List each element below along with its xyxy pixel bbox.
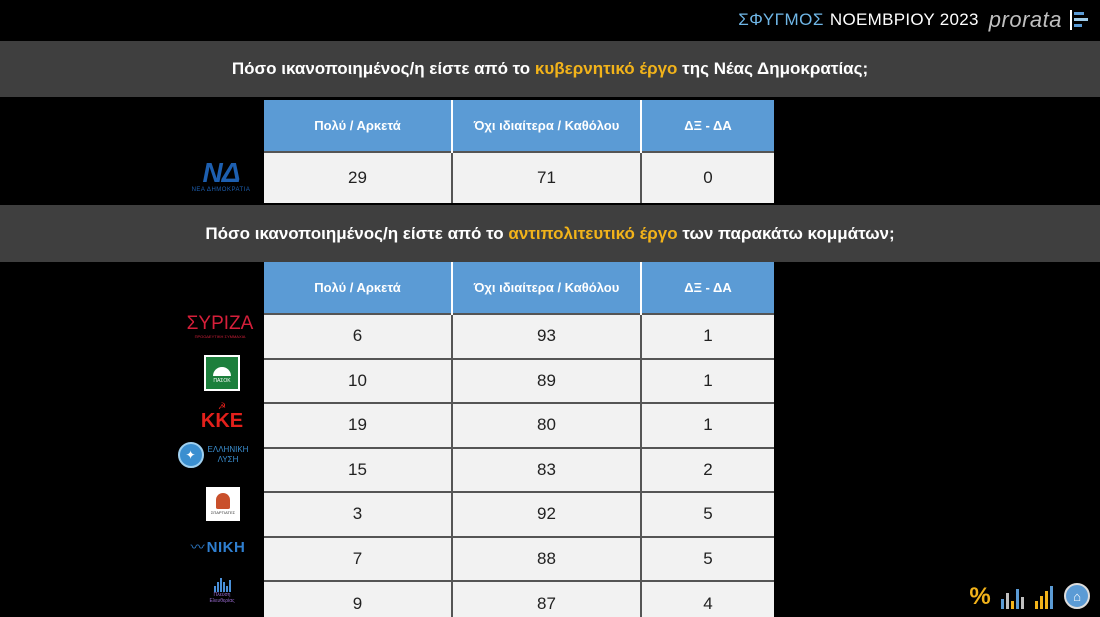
table-cell: 5	[641, 535, 774, 581]
bar-chart-icon	[1000, 583, 1024, 609]
wave-icon: 〰	[190, 539, 205, 555]
elliniki-lysi-logo: ✦ ΕΛΛΗΝΙΚΗ ΛΥΣΗ	[172, 440, 254, 470]
table-cell: 5	[641, 491, 774, 537]
table-row: 29 71 0	[264, 151, 774, 203]
nd-logo: ΝΔ ΝΕΑ ΔΗΜΟΚΡΑΤΙΑ	[191, 157, 251, 194]
table-cell: 1	[641, 402, 774, 448]
opposition-satisfaction-table: Πολύ / Αρκετά Όχι ιδιαίτερα / Καθόλου ΔΞ -…	[264, 262, 774, 617]
hammer-sickle-icon: ☭	[217, 400, 227, 411]
table-cell: 9	[264, 580, 453, 617]
column-header: ΔΞ - ΔΑ	[641, 262, 774, 314]
survey-month: ΝΟΕΜΒΡΙΟΥ 2023	[829, 10, 979, 29]
sun-icon	[213, 366, 231, 376]
table-cell: 0	[641, 151, 774, 203]
table-row: 6 93 1	[264, 313, 774, 359]
table-cell: 93	[452, 313, 642, 359]
table-cell: 88	[452, 535, 642, 581]
table-cell: 29	[264, 151, 453, 203]
table-cell: 19	[264, 402, 453, 448]
government-satisfaction-table: Πολύ / Αρκετά Όχι ιδιαίτερα / Καθόλου ΔΞ -…	[264, 100, 774, 203]
table-cell: 1	[641, 357, 774, 403]
question-highlight: κυβερνητικό έργο	[534, 59, 678, 78]
table-header-row: Πολύ / Αρκετά Όχι ιδιαίτερα / Καθόλου ΔΞ -…	[264, 262, 774, 314]
question-band-government: Πόσο ικανοποιημένος/η είστε από το κυβερ…	[0, 41, 1100, 97]
table-cell: 7	[264, 535, 453, 581]
header: ΣΦΥΓΜΟΣ ΝΟΕΜΒΡΙΟΥ 2023 prorata	[738, 6, 1088, 34]
spartiates-logo: ΣΠΑΡΤΙΑΤΕΣ	[206, 487, 240, 521]
survey-name: ΣΦΥΓΜΟΣ	[738, 10, 824, 29]
question-highlight: αντιπολιτευτικό έργο	[508, 223, 678, 243]
table-cell: 2	[641, 446, 774, 492]
plefsi-logo: Πλεύση Ελευθερίας	[196, 572, 248, 610]
table-cell: 15	[264, 446, 453, 492]
question-text: Πόσο ικανοποιημένος/η είστε από το αντιπ…	[205, 223, 895, 243]
question-band-opposition: Πόσο ικανοποιημένος/η είστε από το αντιπ…	[0, 205, 1100, 262]
table-cell: 89	[452, 357, 642, 403]
column-header: Όχι ιδιαίτερα / Καθόλου	[452, 100, 642, 152]
percent-icon: %	[969, 583, 991, 610]
table-row: 19 80 1	[264, 402, 774, 448]
column-header: Πολύ / Αρκετά	[264, 262, 453, 314]
growth-chart-icon	[1032, 583, 1056, 609]
helmet-icon	[216, 493, 230, 509]
column-header: Όχι ιδιαίτερα / Καθόλου	[452, 262, 642, 314]
footer-icons: % ⌂	[968, 583, 1090, 609]
table-row: 10 89 1	[264, 357, 774, 403]
table-cell: 87	[452, 580, 642, 617]
table-cell: 3	[264, 491, 453, 537]
column-header: Πολύ / Αρκετά	[264, 100, 453, 152]
table-cell: 4	[641, 580, 774, 617]
question-text: Πόσο ικανοποιημένος/η είστε από το κυβερ…	[231, 59, 869, 78]
syriza-logo: ΣΥΡΙΖΑ ΠΡΟΟΔΕΥΤΙΚΗ ΣΥΜΜΑΧΙΑ	[186, 312, 254, 339]
column-header: ΔΞ - ΔΑ	[641, 100, 774, 152]
table-row: 15 83 2	[264, 446, 774, 492]
bars-icon	[213, 578, 231, 592]
table-cell: 92	[452, 491, 642, 537]
table-cell: 83	[452, 446, 642, 492]
table-header-row: Πολύ / Αρκετά Όχι ιδιαίτερα / Καθόλου ΔΞ -…	[264, 100, 774, 152]
pasok-logo: ΠΑΣΟΚ	[204, 355, 240, 391]
table-cell: 80	[452, 402, 642, 448]
table-row: 9 87 4	[264, 580, 774, 617]
home-icon: ⌂	[1064, 583, 1090, 609]
brand-logo: prorata	[988, 7, 1062, 32]
kke-logo: ☭ ΚΚΕ	[200, 400, 244, 432]
niki-logo: 〰 ΝΙΚΗ	[190, 538, 246, 556]
table-cell: 1	[641, 313, 774, 359]
compass-icon: ✦	[177, 442, 204, 468]
brand-mark-icon	[1070, 10, 1088, 30]
table-cell: 6	[264, 313, 453, 359]
table-cell: 71	[452, 151, 642, 203]
table-row: 3 92 5	[264, 491, 774, 537]
table-row: 7 88 5	[264, 535, 774, 581]
table-cell: 10	[264, 357, 453, 403]
